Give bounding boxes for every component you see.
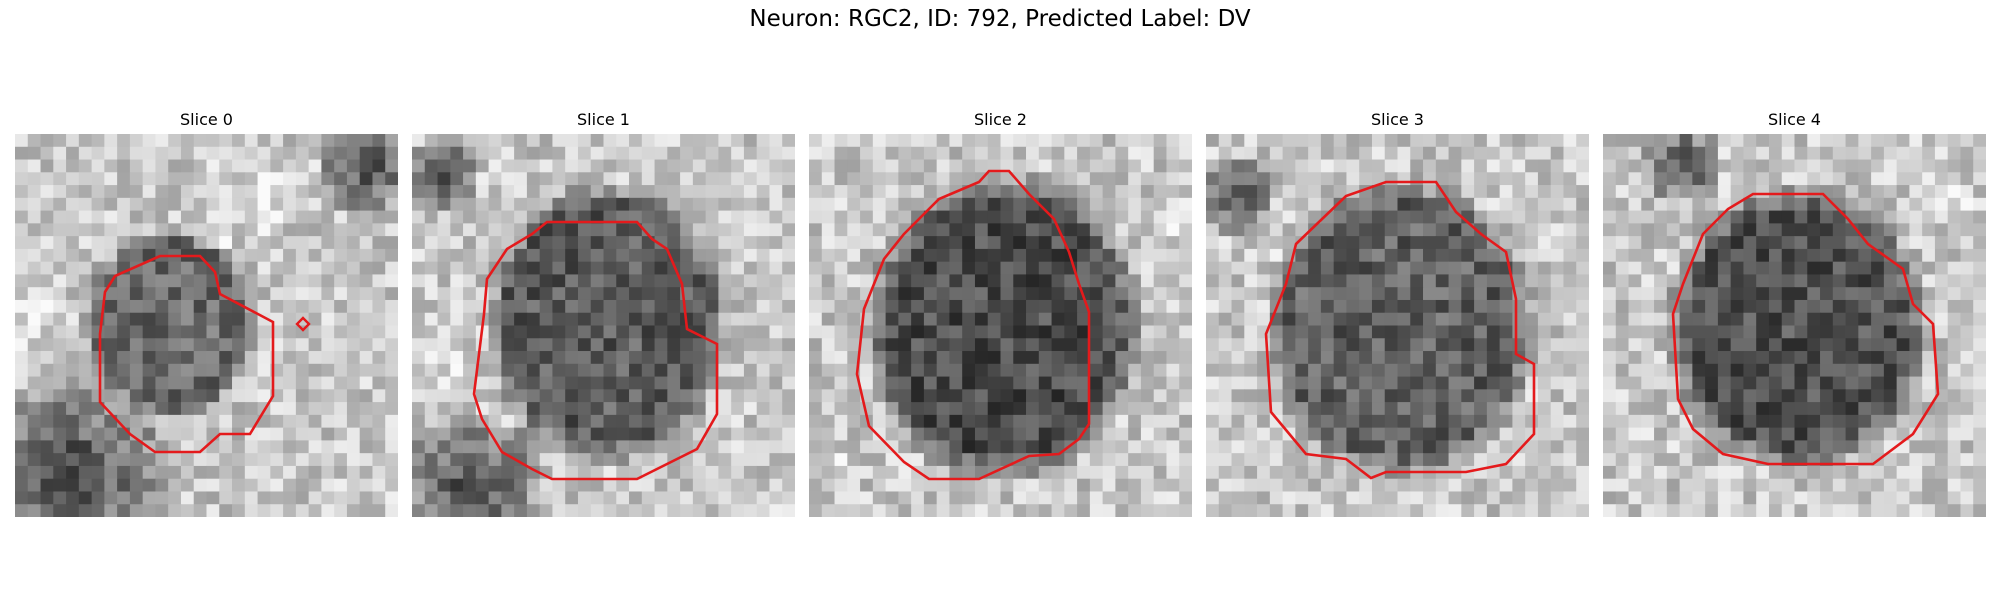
pixel-grid	[412, 134, 795, 517]
pixel-grid	[15, 134, 398, 517]
slice-panel-2: Slice 2	[809, 110, 1192, 517]
slice-image-4	[1603, 134, 1986, 517]
pixel-grid	[1206, 134, 1589, 517]
slice-image-0	[15, 134, 398, 517]
neuron-contour	[98, 254, 275, 454]
contour-fragment	[295, 316, 311, 332]
slice-image-2	[809, 134, 1192, 517]
pixel-grid	[1603, 134, 1986, 517]
neuron-contour	[1264, 180, 1536, 480]
slice-panel-0: Slice 0	[15, 110, 398, 517]
slice-title: Slice 1	[577, 110, 630, 129]
slice-title: Slice 3	[1371, 110, 1424, 129]
slice-title: Slice 0	[180, 110, 233, 129]
slice-image-1	[412, 134, 795, 517]
slice-title: Slice 2	[974, 110, 1027, 129]
slice-image-3	[1206, 134, 1589, 517]
slice-title: Slice 4	[1768, 110, 1821, 129]
pixel-grid	[809, 134, 1192, 517]
slice-panel-4: Slice 4	[1603, 110, 1986, 517]
slice-panel-3: Slice 3	[1206, 110, 1589, 517]
slice-panel-1: Slice 1	[412, 110, 795, 517]
neuron-contour	[855, 169, 1091, 481]
neuron-contour	[472, 220, 719, 481]
neuron-contour	[1671, 192, 1940, 466]
figure-title: Neuron: RGC2, ID: 792, Predicted Label: …	[749, 6, 1251, 32]
